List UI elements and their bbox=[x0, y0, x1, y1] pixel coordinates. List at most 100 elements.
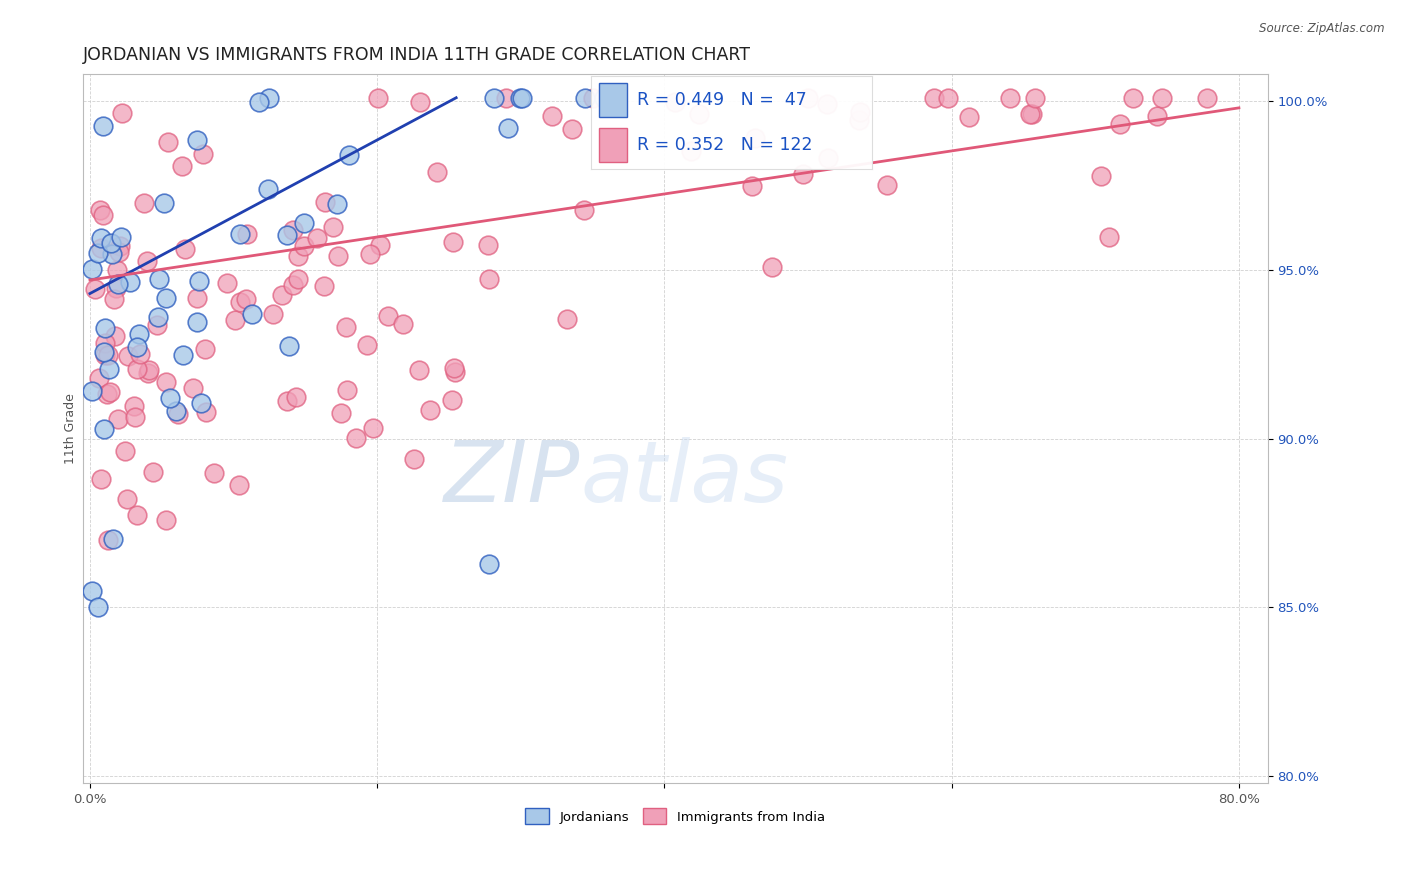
Point bbox=[120, 275, 142, 289]
Point bbox=[689, 107, 711, 121]
Point bbox=[229, 295, 252, 310]
Point bbox=[599, 143, 621, 157]
Point bbox=[155, 291, 177, 305]
Point bbox=[426, 165, 449, 179]
Point bbox=[83, 282, 105, 296]
Point bbox=[478, 271, 501, 285]
Point bbox=[107, 277, 129, 291]
Point bbox=[247, 95, 270, 109]
Point bbox=[172, 348, 194, 362]
Point bbox=[93, 344, 115, 359]
Point bbox=[90, 241, 112, 255]
Point bbox=[134, 195, 156, 210]
Point bbox=[186, 291, 208, 305]
Point bbox=[582, 91, 605, 105]
Point bbox=[335, 320, 357, 334]
Point bbox=[90, 472, 112, 486]
Point bbox=[284, 390, 307, 404]
Point bbox=[191, 147, 214, 161]
Point bbox=[127, 361, 149, 376]
FancyBboxPatch shape bbox=[599, 128, 627, 162]
Point bbox=[135, 254, 157, 268]
Point bbox=[287, 249, 309, 263]
Point bbox=[1146, 109, 1168, 123]
Point bbox=[181, 381, 204, 395]
Point bbox=[91, 208, 114, 222]
Point bbox=[574, 91, 596, 105]
Point bbox=[202, 467, 225, 481]
Point bbox=[215, 276, 238, 290]
Point bbox=[110, 230, 132, 244]
Point bbox=[100, 236, 122, 251]
Point bbox=[107, 412, 129, 426]
Point bbox=[1152, 91, 1174, 105]
Point bbox=[142, 465, 165, 479]
Point bbox=[187, 274, 209, 288]
Point bbox=[356, 338, 378, 352]
Point bbox=[363, 421, 385, 435]
Point bbox=[91, 119, 114, 133]
Point bbox=[235, 292, 257, 306]
Point bbox=[156, 136, 179, 150]
Point bbox=[172, 159, 194, 173]
Point bbox=[117, 349, 139, 363]
FancyBboxPatch shape bbox=[599, 83, 627, 117]
Point bbox=[94, 348, 117, 362]
Point bbox=[404, 452, 426, 467]
Point bbox=[146, 318, 169, 333]
Point bbox=[97, 533, 120, 547]
Point bbox=[1024, 91, 1046, 105]
Point bbox=[101, 246, 124, 260]
Point bbox=[922, 91, 945, 105]
Point bbox=[664, 95, 686, 110]
Point bbox=[326, 249, 349, 263]
Point bbox=[159, 392, 181, 406]
Point bbox=[510, 91, 533, 105]
Point bbox=[80, 384, 103, 399]
Point bbox=[1018, 107, 1040, 121]
Point bbox=[495, 91, 517, 105]
Point bbox=[281, 223, 304, 237]
Point bbox=[103, 292, 125, 306]
Point bbox=[80, 262, 103, 277]
Point bbox=[555, 312, 578, 326]
Text: atlas: atlas bbox=[581, 437, 789, 520]
Point bbox=[876, 178, 898, 193]
Point bbox=[94, 336, 117, 351]
Point bbox=[419, 403, 441, 417]
Point bbox=[741, 179, 763, 194]
Point bbox=[87, 246, 110, 260]
Point bbox=[1109, 117, 1132, 131]
Text: Source: ZipAtlas.com: Source: ZipAtlas.com bbox=[1260, 22, 1385, 36]
Point bbox=[561, 121, 583, 136]
Point bbox=[336, 383, 359, 397]
Point bbox=[186, 133, 208, 147]
Point bbox=[1021, 107, 1043, 121]
Text: ZIP: ZIP bbox=[444, 437, 581, 520]
Text: R = 0.352   N = 122: R = 0.352 N = 122 bbox=[637, 136, 813, 154]
Point bbox=[281, 277, 304, 292]
Point bbox=[108, 238, 131, 252]
Point bbox=[392, 317, 415, 331]
Point bbox=[1090, 169, 1112, 184]
Point bbox=[817, 151, 839, 165]
Point bbox=[312, 279, 335, 293]
Point bbox=[408, 363, 430, 377]
Point bbox=[186, 315, 208, 329]
Point bbox=[368, 237, 391, 252]
Point bbox=[96, 387, 118, 401]
Point bbox=[574, 202, 596, 217]
Point bbox=[848, 112, 870, 127]
Point bbox=[127, 508, 149, 522]
Point bbox=[89, 371, 111, 385]
Point bbox=[105, 281, 128, 295]
Point bbox=[276, 394, 298, 409]
Point bbox=[97, 348, 120, 362]
Point bbox=[287, 272, 309, 286]
Point bbox=[322, 220, 344, 235]
Point bbox=[796, 91, 818, 105]
Point bbox=[136, 366, 159, 380]
Text: JORDANIAN VS IMMIGRANTS FROM INDIA 11TH GRADE CORRELATION CHART: JORDANIAN VS IMMIGRANTS FROM INDIA 11TH … bbox=[83, 46, 751, 64]
Point bbox=[128, 326, 150, 341]
Point bbox=[262, 307, 284, 321]
